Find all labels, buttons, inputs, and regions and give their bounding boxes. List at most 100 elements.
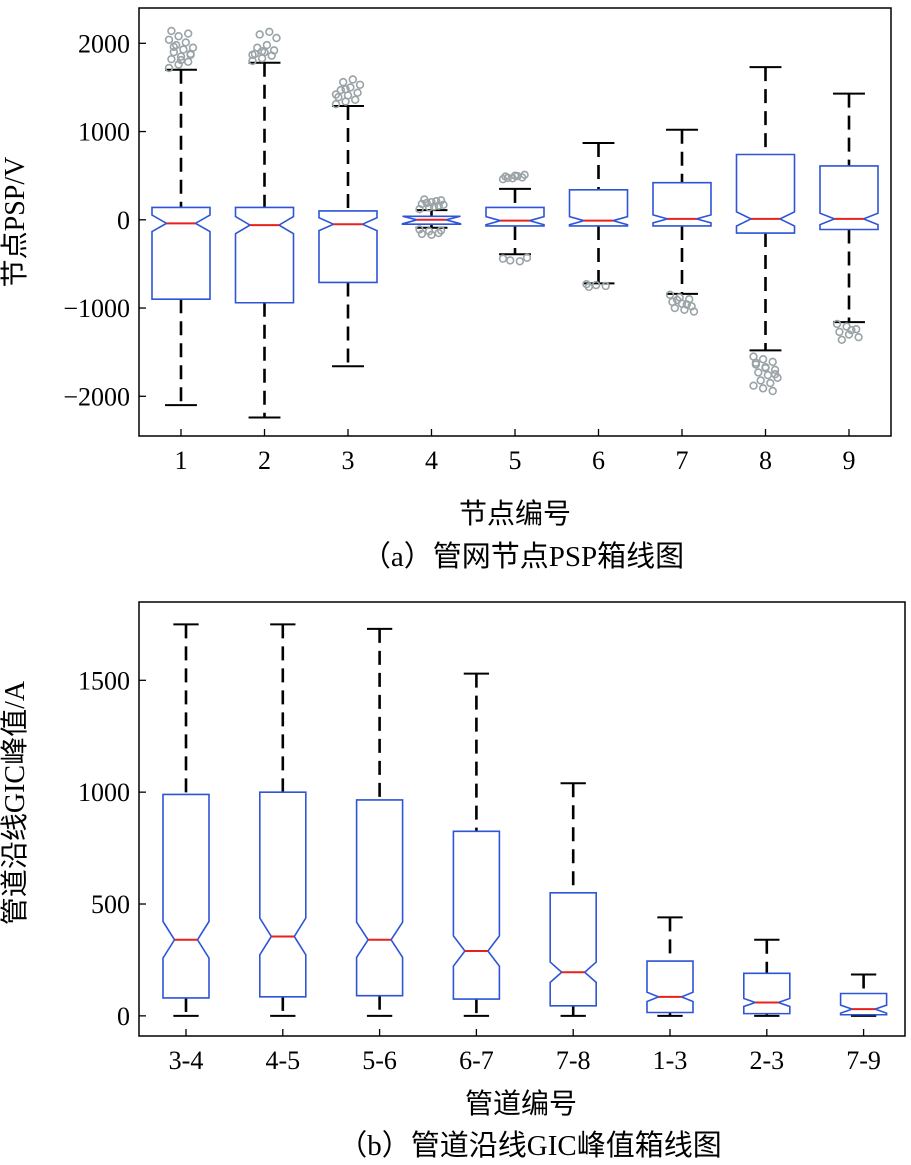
outlier-point bbox=[415, 225, 424, 234]
box bbox=[485, 206, 545, 227]
marks-a bbox=[151, 26, 879, 419]
x-tick-label: 5-6 bbox=[362, 1046, 397, 1075]
outlier-point bbox=[176, 55, 186, 65]
outlier-point bbox=[167, 54, 176, 64]
y-tick-label: 0 bbox=[117, 1002, 130, 1031]
chart-a: 2000 1000 0 −1000 −2000 1 2 3 4 5 6 7 8 9 节点PSP/V 节点… bbox=[0, 7, 892, 573]
x-tick-label: 7-8 bbox=[556, 1046, 591, 1075]
outlier-point bbox=[265, 27, 274, 37]
outlier-point bbox=[522, 253, 532, 262]
outlier-point bbox=[176, 52, 186, 61]
x-tick-label: 7-9 bbox=[846, 1046, 881, 1075]
box bbox=[234, 206, 295, 304]
outlier-point bbox=[186, 50, 195, 59]
outlier-point bbox=[513, 171, 522, 181]
outlier-point bbox=[346, 83, 355, 92]
y-axis-a: 2000 1000 0 −1000 −2000 bbox=[63, 29, 146, 411]
outlier-point bbox=[768, 386, 777, 396]
outlier-point bbox=[498, 254, 508, 263]
outlier-point bbox=[427, 230, 436, 239]
y-tick-label: −2000 bbox=[63, 382, 130, 411]
x-axis-b: 3-4 4-5 5-6 6-7 7-8 1-3 2-3 7-9 bbox=[169, 1029, 881, 1075]
outlier-point bbox=[262, 40, 272, 50]
outlier-point bbox=[179, 45, 188, 54]
x-tick-label: 6-7 bbox=[459, 1046, 494, 1075]
chart-b: 1500 1000 500 0 3-4 4-5 5-6 6-7 7-8 1-3 2-3 7-9 管道… bbox=[0, 601, 906, 1162]
outlier-point bbox=[854, 332, 863, 342]
y-axis-label-a: 节点PSP/V bbox=[0, 157, 31, 288]
outlier-point bbox=[689, 307, 699, 316]
outlier-point bbox=[770, 365, 780, 375]
x-tick-label: 4-5 bbox=[265, 1046, 300, 1075]
outlier-point bbox=[169, 47, 179, 57]
outlier-point bbox=[331, 99, 341, 109]
box bbox=[652, 181, 712, 227]
outlier-point bbox=[763, 370, 773, 380]
outlier-point bbox=[436, 196, 446, 205]
x-tick-label: 1-3 bbox=[653, 1046, 688, 1075]
box bbox=[735, 153, 796, 234]
plot-area-b bbox=[138, 601, 906, 1037]
box bbox=[568, 188, 629, 227]
outlier-point bbox=[832, 319, 842, 329]
outlier-point bbox=[164, 63, 174, 73]
outlier-point bbox=[188, 43, 198, 52]
outlier-point bbox=[503, 173, 512, 183]
outlier-point bbox=[515, 257, 524, 266]
x-tick-label: 9 bbox=[843, 446, 856, 475]
x-tick-label: 8 bbox=[759, 446, 772, 475]
outlier-point bbox=[439, 200, 448, 209]
outlier-point bbox=[427, 197, 436, 207]
outlier-point bbox=[837, 335, 846, 345]
outlier-point bbox=[269, 46, 279, 55]
box bbox=[646, 960, 694, 1014]
x-tick-label: 6 bbox=[592, 446, 605, 475]
outlier-point bbox=[336, 85, 345, 95]
outlier-point bbox=[351, 95, 360, 104]
outlier-point bbox=[751, 358, 761, 367]
outlier-point bbox=[749, 381, 758, 390]
outlier-point bbox=[417, 199, 427, 209]
outlier-point bbox=[248, 50, 257, 59]
y-axis-b: 1500 1000 500 0 bbox=[78, 666, 146, 1031]
y-tick-label: 1000 bbox=[78, 778, 130, 807]
outlier-point bbox=[341, 84, 350, 94]
outlier-point bbox=[770, 370, 780, 379]
caption-a: （a）管网节点PSP箱线图 bbox=[362, 540, 684, 573]
outlier-point bbox=[670, 303, 679, 313]
x-axis-a: 1 2 3 4 5 6 7 8 9 bbox=[175, 429, 856, 475]
outlier-point bbox=[167, 26, 176, 36]
outlier-point bbox=[417, 229, 427, 239]
outlier-point bbox=[758, 355, 768, 364]
x-tick-label: 4 bbox=[425, 446, 438, 475]
outlier-point bbox=[331, 90, 341, 99]
box bbox=[549, 892, 598, 1007]
outlier-point bbox=[754, 368, 763, 377]
outlier-point bbox=[164, 35, 174, 44]
y-tick-label: 500 bbox=[91, 890, 130, 919]
x-axis-label-b: 管道编号 bbox=[465, 1088, 577, 1120]
y-tick-label: 2000 bbox=[78, 29, 130, 58]
outlier-point bbox=[184, 29, 193, 38]
outlier-point bbox=[584, 282, 594, 292]
box bbox=[819, 165, 879, 231]
box bbox=[452, 830, 501, 1000]
outlier-point bbox=[601, 281, 610, 291]
x-tick-label: 2 bbox=[258, 446, 271, 475]
outlier-point bbox=[436, 226, 446, 235]
outlier-point bbox=[272, 33, 281, 43]
outlier-point bbox=[353, 88, 362, 97]
outlier-point bbox=[844, 330, 854, 339]
outlier-point bbox=[181, 38, 191, 47]
caption-b: （b）管道沿线GIC峰值箱线图 bbox=[338, 1129, 721, 1162]
x-tick-label: 1 bbox=[175, 446, 188, 475]
outlier-point bbox=[847, 325, 856, 335]
y-tick-label: 0 bbox=[117, 206, 130, 235]
outlier-point bbox=[174, 32, 183, 41]
outlier-point bbox=[339, 77, 348, 87]
outlier-point bbox=[174, 60, 183, 69]
x-tick-label: 5 bbox=[509, 446, 522, 475]
outlier-point bbox=[672, 295, 682, 305]
outlier-point bbox=[835, 327, 844, 337]
x-tick-label: 7 bbox=[676, 446, 689, 475]
